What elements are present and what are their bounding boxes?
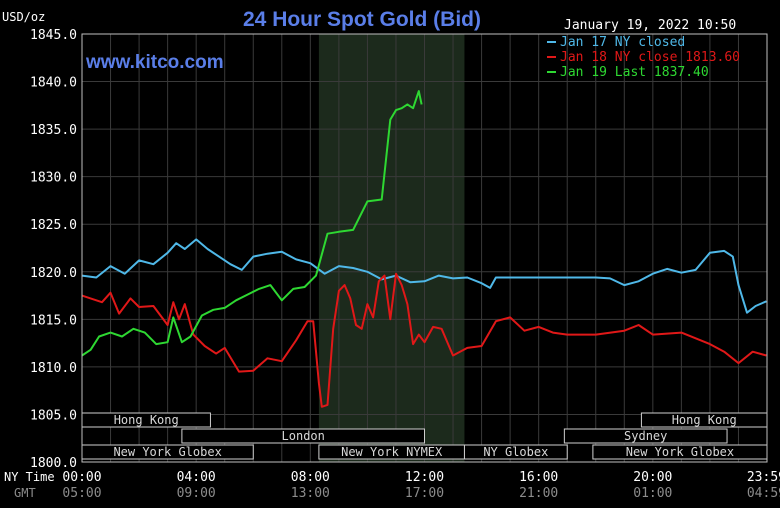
x-tick-label-ny: 08:00	[291, 470, 330, 485]
trading-session-label: New York NYMEX	[341, 445, 443, 459]
trading-session-box	[563, 428, 728, 444]
gmt-label: GMT	[14, 486, 36, 500]
series-line-1	[81, 238, 767, 314]
trading-session-label: NY Globex	[483, 445, 548, 459]
trading-session-label: Sydney	[624, 429, 667, 443]
kitco-watermark: www.kitco.com	[85, 52, 224, 73]
trading-session-label: New York Globex	[113, 445, 221, 459]
series-line-2	[81, 272, 767, 408]
legend-entry: Jan 18 NY close 1813.60	[560, 50, 740, 65]
y-tick-label: 1825.0	[30, 218, 77, 233]
chart-title: 24 Hour Spot Gold (Bid)	[243, 8, 481, 31]
y-tick-label: 1800.0	[30, 456, 77, 471]
trading-session-box	[181, 428, 425, 444]
x-tick-label-gmt: 21:00	[519, 486, 558, 501]
x-tick-label-gmt: 04:59	[747, 486, 780, 501]
series-line-3	[81, 90, 423, 357]
y-tick-label: 1815.0	[30, 313, 77, 328]
y-tick-label: 1840.0	[30, 76, 77, 91]
x-tick-label-ny: 16:00	[519, 470, 558, 485]
chart-datetime: January 19, 2022 10:50	[564, 18, 736, 33]
legend-entry: Jan 19 Last 1837.40	[560, 65, 709, 80]
y-tick-label: 1830.0	[30, 171, 77, 186]
trading-session-label: New York Globex	[626, 445, 734, 459]
legend-entry: Jan 17 NY closed	[560, 35, 685, 50]
y-tick-label: 1845.0	[30, 28, 77, 43]
y-axis-unit-label: USD/oz	[2, 10, 45, 24]
trading-session-box	[463, 444, 568, 460]
x-tick-label-gmt: 17:00	[405, 486, 444, 501]
y-tick-label: 1810.0	[30, 361, 77, 376]
x-tick-label-gmt: 01:00	[633, 486, 672, 501]
x-tick-label-ny: 00:00	[62, 470, 101, 485]
trading-session-label: London	[282, 429, 325, 443]
y-tick-label: 1835.0	[30, 123, 77, 138]
plot-frame	[81, 33, 768, 463]
x-tick-label-ny: 12:00	[405, 470, 444, 485]
x-tick-label-ny: 20:00	[633, 470, 672, 485]
x-tick-label-gmt: 09:00	[177, 486, 216, 501]
x-tick-label-ny: 04:00	[177, 470, 216, 485]
x-tick-label-gmt: 05:00	[62, 486, 101, 501]
x-tick-label-gmt: 13:00	[291, 486, 330, 501]
x-tick-label-ny: 23:59	[747, 470, 780, 485]
ny-time-label: NY Time	[4, 470, 55, 484]
y-tick-label: 1820.0	[30, 266, 77, 281]
trading-session-label: Hong Kong	[114, 413, 179, 427]
nymex-session-shading	[318, 34, 465, 462]
y-tick-label: 1805.0	[30, 408, 77, 423]
trading-session-label: Hong Kong	[672, 413, 737, 427]
